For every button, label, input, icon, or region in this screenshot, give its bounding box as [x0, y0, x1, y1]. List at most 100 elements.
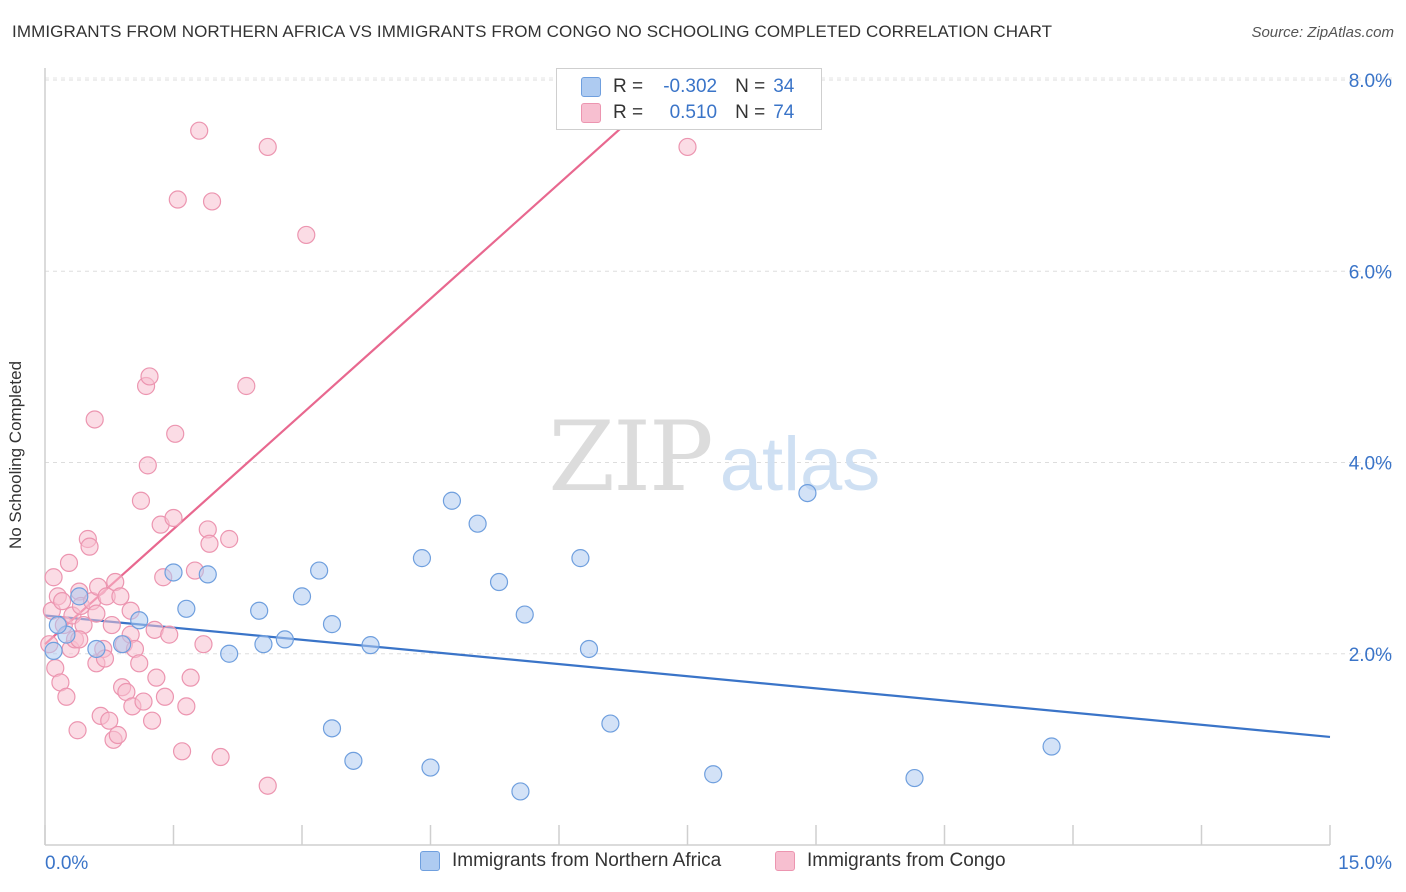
legend-swatch-blue [420, 851, 440, 871]
x-tick-label: 15.0% [1338, 853, 1392, 874]
y-tick-label: 4.0% [1349, 454, 1392, 475]
chart-title: IMMIGRANTS FROM NORTHERN AFRICA VS IMMIG… [12, 22, 1053, 41]
point-northern-africa [220, 644, 239, 663]
legend-n-label: N = [735, 76, 766, 97]
point-northern-africa [571, 549, 590, 568]
tick-labels: 2.0% 4.0% 6.0% 8.0% 0.0% 15.0% [45, 71, 1392, 874]
point-congo [220, 529, 239, 549]
legend-n-value: 34 [773, 76, 795, 97]
point-northern-africa [412, 549, 432, 568]
y-tick-label: 8.0% [1349, 71, 1392, 92]
point-northern-africa [489, 572, 509, 592]
source-label: Source: ZipAtlas.com [1251, 24, 1394, 41]
point-northern-africa [601, 714, 620, 733]
point-northern-africa [511, 782, 530, 801]
legend-item-congo[interactable]: Immigrants from Congo [775, 850, 1006, 872]
point-congo [57, 687, 76, 706]
legend-swatch-pink [775, 851, 795, 871]
point-congo [85, 410, 104, 429]
point-congo [140, 367, 159, 386]
point-congo [200, 534, 219, 553]
axes [44, 68, 1331, 846]
point-northern-africa [198, 565, 217, 584]
point-northern-africa [1042, 737, 1061, 756]
point-congo [44, 568, 63, 587]
point-northern-africa [292, 587, 312, 606]
legend-swatch-pink [581, 103, 601, 123]
point-congo [130, 654, 149, 673]
point-northern-africa [44, 641, 63, 660]
point-northern-africa [579, 639, 599, 659]
point-congo [164, 508, 183, 528]
watermark-zip: ZIP [548, 401, 711, 513]
point-congo [102, 615, 121, 635]
point-congo [100, 711, 119, 730]
x-tick-label: 0.0% [45, 853, 88, 874]
y-tick-label: 6.0% [1349, 262, 1392, 283]
point-northern-africa [275, 630, 294, 649]
point-northern-africa [164, 563, 183, 582]
grid-lines [45, 77, 1392, 655]
point-northern-africa [468, 514, 487, 533]
point-congo [258, 776, 277, 795]
point-northern-africa [322, 719, 342, 738]
point-northern-africa [87, 639, 106, 659]
point-congo [155, 687, 175, 706]
point-congo [297, 225, 316, 245]
y-axis-label: No Schooling Completed [6, 360, 25, 550]
scatter-points [40, 121, 1061, 801]
point-northern-africa [421, 758, 440, 777]
point-congo [87, 604, 106, 623]
point-congo [134, 692, 153, 711]
point-congo [138, 456, 157, 475]
point-congo [111, 587, 130, 606]
point-northern-africa [130, 611, 149, 630]
point-congo [142, 711, 162, 730]
legend-item-northern-africa[interactable]: Immigrants from Northern Africa [420, 850, 721, 872]
point-northern-africa [442, 491, 462, 510]
point-congo [68, 721, 87, 740]
point-northern-africa [798, 484, 817, 503]
point-congo [202, 192, 222, 211]
point-northern-africa [905, 768, 924, 788]
legend-swatch-blue [581, 77, 601, 97]
correlation-legend: R = -0.302 N = 34 R = 0.510 N = 74 [556, 68, 822, 130]
point-northern-africa [515, 605, 534, 624]
point-northern-africa [344, 751, 363, 770]
point-northern-africa [70, 587, 89, 606]
point-congo [258, 137, 277, 157]
point-congo [53, 592, 72, 611]
point-northern-africa [250, 601, 269, 620]
point-congo [131, 491, 151, 510]
trend-line-northern-africa [44, 614, 1331, 739]
point-congo [237, 376, 256, 396]
point-northern-africa [177, 599, 196, 618]
point-congo [181, 668, 200, 687]
watermark: ZIP atlas [548, 401, 880, 513]
point-northern-africa [310, 561, 329, 580]
point-congo [166, 424, 185, 443]
point-congo [168, 190, 187, 209]
point-northern-africa [322, 615, 342, 634]
y-tick-label: 2.0% [1349, 645, 1392, 666]
legend-r-label: R = [613, 102, 644, 123]
point-congo [80, 537, 99, 556]
legend-row-congo: R = 0.510 N = 74 [581, 100, 794, 126]
point-congo [147, 668, 166, 687]
trend-lines [44, 79, 1331, 739]
legend-n-label: N = [735, 102, 766, 123]
point-northern-africa [254, 635, 273, 654]
point-congo [211, 747, 230, 767]
legend-row-northern-africa: R = -0.302 N = 34 [581, 74, 794, 100]
legend-label: Immigrants from Congo [807, 850, 1006, 871]
legend-r-value: 0.510 [669, 102, 718, 123]
legend-n-value: 74 [773, 102, 795, 123]
point-northern-africa [361, 636, 380, 655]
point-northern-africa [48, 615, 67, 635]
point-congo [108, 725, 127, 745]
point-congo [194, 635, 213, 654]
series-legend: Immigrants from Northern Africa Immigran… [0, 850, 1406, 880]
legend-r-label: R = [613, 76, 644, 97]
legend-r-value: -0.302 [663, 76, 718, 97]
